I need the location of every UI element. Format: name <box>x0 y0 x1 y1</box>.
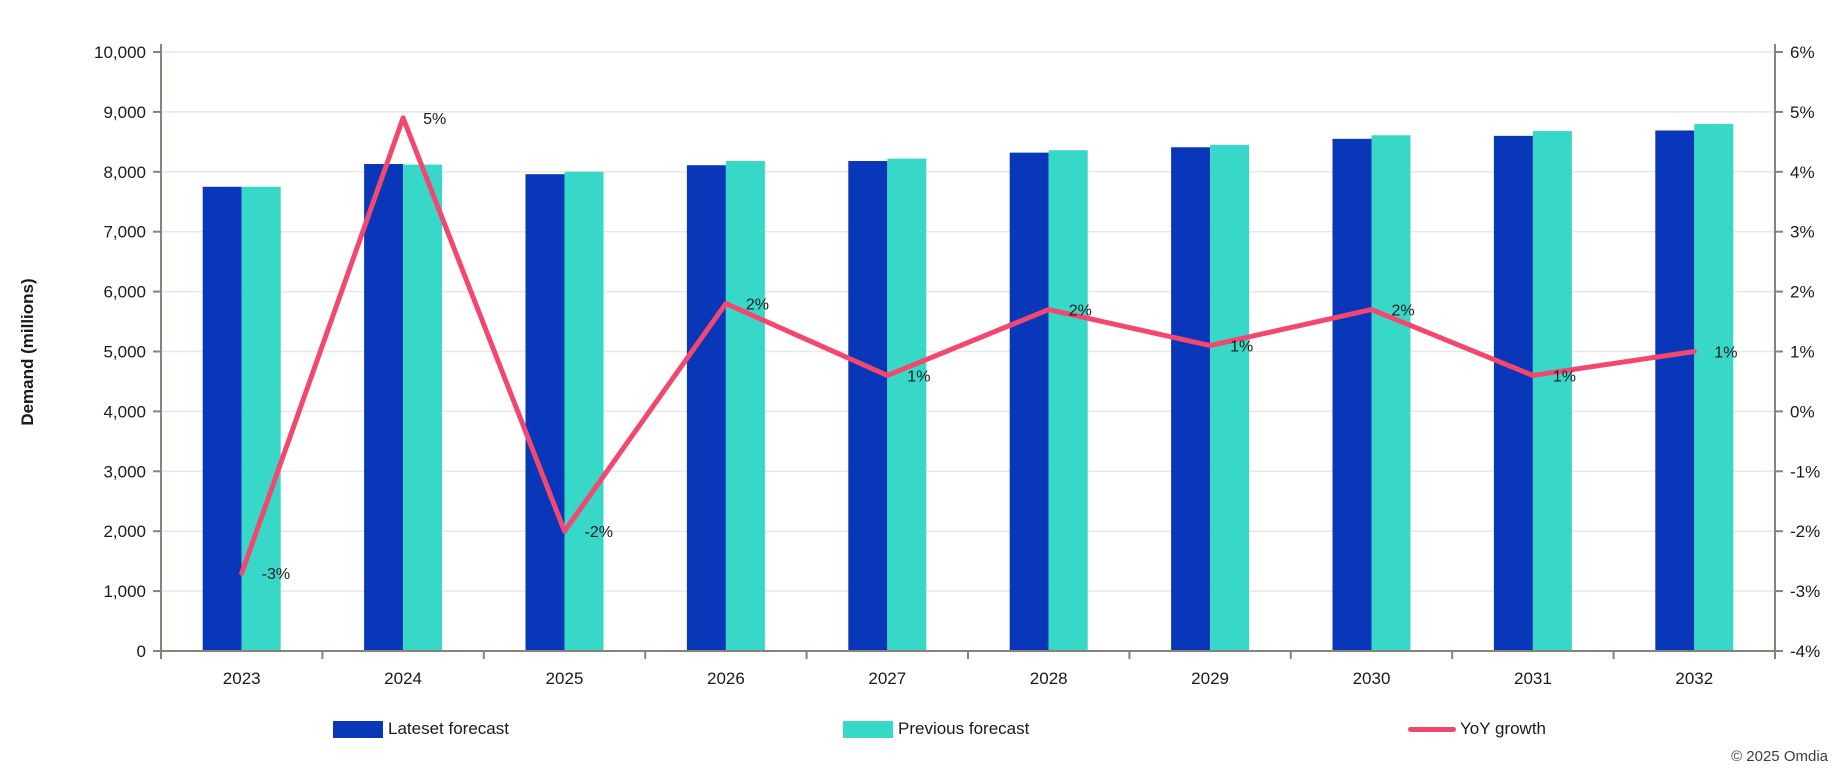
right-axis-tick-label: 3% <box>1790 223 1815 242</box>
right-axis-tick-label: 0% <box>1790 402 1815 421</box>
legend-item-latest-forecast: Lateset forecast <box>333 712 509 746</box>
x-axis-label-2032: 2032 <box>1675 669 1713 688</box>
right-axis-tick-label: 6% <box>1790 43 1815 62</box>
bar-previous-forecast-2032 <box>1694 123 1734 651</box>
bar-previous-forecast-2026 <box>725 161 765 651</box>
legend-label-latest-forecast: Lateset forecast <box>388 719 509 738</box>
left-axis-tick-label: 0 <box>137 642 146 661</box>
bar-previous-forecast-2025 <box>564 171 604 652</box>
left-axis-tick-label: 7,000 <box>103 223 146 242</box>
left-axis-tick-label: 6,000 <box>103 283 146 302</box>
bar-latest-forecast-2032 <box>1655 130 1695 651</box>
yoy-growth-line <box>239 115 1697 576</box>
x-axis-label-2025: 2025 <box>546 669 584 688</box>
yoy-label-2023: -3% <box>262 566 290 583</box>
bar-latest-forecast-2023 <box>202 186 242 651</box>
right-axis-tick-label: -2% <box>1790 522 1820 541</box>
bar-latest-forecast-2031 <box>1493 135 1533 652</box>
right-axis-tick-label: -4% <box>1790 642 1820 661</box>
x-axis-label-2024: 2024 <box>384 669 422 688</box>
bar-latest-forecast-2030 <box>1332 138 1372 652</box>
x-axis-label-2026: 2026 <box>707 669 745 688</box>
latest-forecast-swatch <box>333 720 383 738</box>
right-axis-tick-label: 2% <box>1790 283 1815 302</box>
x-axis-label-2023: 2023 <box>223 669 261 688</box>
left-axis-tick-label: 8,000 <box>103 163 146 182</box>
right-axis-tick-label: 4% <box>1790 163 1815 182</box>
left-axis-tick-label: 5,000 <box>103 343 146 362</box>
legend-label-yoy-growth: YoY growth <box>1460 719 1547 738</box>
yoy-label-2026: 2% <box>746 297 769 314</box>
yoy-label-2031: 1% <box>1553 368 1576 385</box>
x-axis-label-2028: 2028 <box>1030 669 1068 688</box>
copyright-notice: © 2025 Omdia <box>1731 748 1828 765</box>
legend-label-previous-forecast: Previous forecast <box>898 719 1030 738</box>
bar-latest-forecast-2027 <box>848 161 888 651</box>
x-axis-label-2030: 2030 <box>1353 669 1391 688</box>
left-axis-tick-label: 1,000 <box>103 582 146 601</box>
bar-latest-forecast-2025 <box>525 174 565 652</box>
yoy-label-2028: 2% <box>1069 303 1092 320</box>
right-axis-tick-label: 5% <box>1790 103 1815 122</box>
right-axis-tick-label: 1% <box>1790 343 1815 362</box>
bar-latest-forecast-2029 <box>1171 147 1211 651</box>
bar-previous-forecast-2027 <box>887 158 927 651</box>
yoy-label-2024: 5% <box>423 111 446 128</box>
yoy-label-2030: 2% <box>1392 303 1415 320</box>
left-axis-tick-label: 2,000 <box>103 522 146 541</box>
previous-forecast-swatch <box>843 720 893 738</box>
bar-previous-forecast-2031 <box>1532 131 1572 651</box>
yoy-label-2032: 1% <box>1714 345 1737 362</box>
x-axis-label-2029: 2029 <box>1191 669 1229 688</box>
bar-previous-forecast-2029 <box>1210 144 1250 651</box>
x-axis-label-2027: 2027 <box>868 669 906 688</box>
left-axis-tick-label: 4,000 <box>103 402 146 421</box>
bar-latest-forecast-2028 <box>1009 152 1049 651</box>
legend: Lateset forecast Previous forecast YoY g… <box>0 712 1836 746</box>
y-axis-title: Demand (millions) <box>18 278 37 426</box>
yoy-growth-swatch <box>1408 726 1456 732</box>
yoy-label-2029: 1% <box>1230 339 1253 356</box>
left-axis-tick-label: 9,000 <box>103 103 146 122</box>
x-axis-label-2031: 2031 <box>1514 669 1552 688</box>
bar-previous-forecast-2023 <box>241 186 281 651</box>
yoy-label-2025: -2% <box>585 524 613 541</box>
bar-previous-forecast-2030 <box>1371 135 1411 652</box>
bar-latest-forecast-2024 <box>364 164 404 651</box>
bar-previous-forecast-2024 <box>403 164 443 651</box>
bar-latest-forecast-2026 <box>686 165 726 651</box>
left-axis-tick-label: 10,000 <box>94 43 146 62</box>
bar-previous-forecast-2028 <box>1048 150 1088 651</box>
legend-item-yoy-growth: YoY growth <box>1408 712 1546 746</box>
right-axis-tick-label: -3% <box>1790 582 1820 601</box>
yoy-label-2027: 1% <box>907 368 930 385</box>
legend-item-previous-forecast: Previous forecast <box>843 712 1029 746</box>
right-axis-tick-label: -1% <box>1790 462 1820 481</box>
left-axis-tick-label: 3,000 <box>103 462 146 481</box>
